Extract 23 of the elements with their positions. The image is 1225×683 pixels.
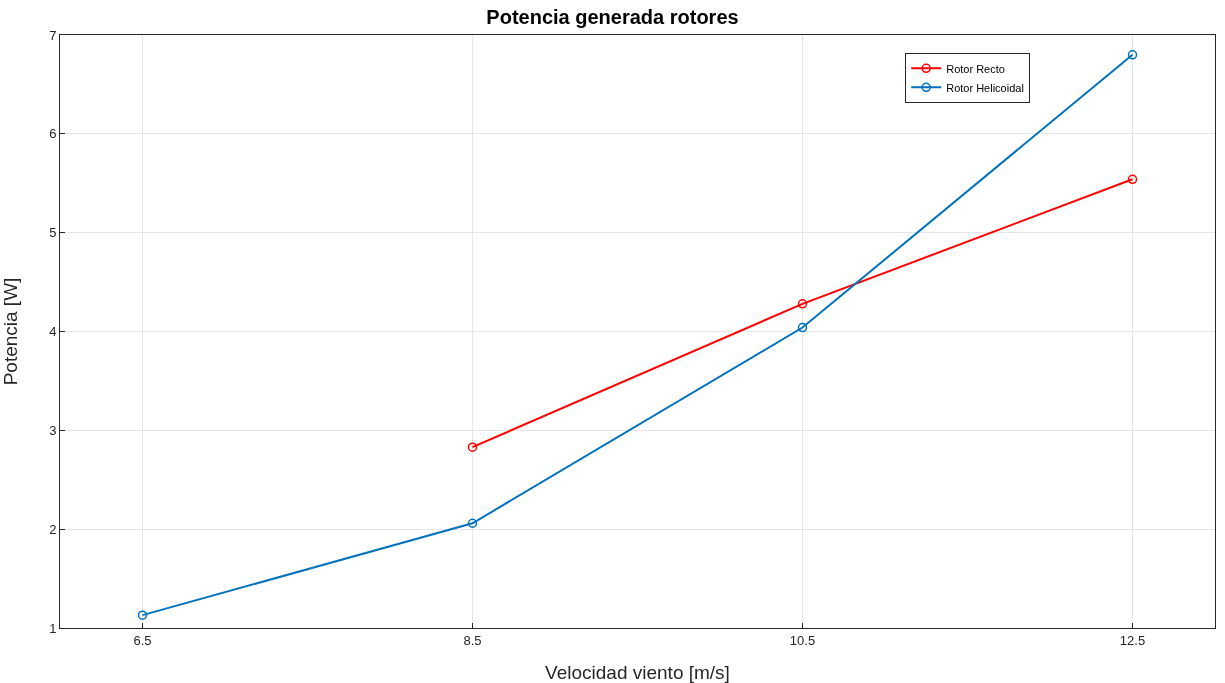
y-tick-label: 5 <box>49 225 57 241</box>
y-tick-label: 4 <box>49 324 57 340</box>
x-tick-label: 8.5 <box>463 632 482 648</box>
x-tick-label: 12.5 <box>1119 632 1146 648</box>
y-tick-label: 1 <box>49 620 57 636</box>
y-tick-label: 7 <box>49 27 57 43</box>
y-axis-title: Potencia [W] <box>0 277 21 386</box>
point <box>1127 174 1138 185</box>
y-tick-label: 2 <box>49 521 57 537</box>
point <box>797 322 808 333</box>
chart-title: Potencia generada rotores <box>486 6 739 29</box>
point <box>1127 50 1138 60</box>
point <box>467 518 478 528</box>
legend-label: Rotor Helicoidal <box>946 81 1024 94</box>
y-tick-label: 6 <box>49 126 57 142</box>
x-tick-label: 10.5 <box>789 632 816 648</box>
point <box>797 299 808 309</box>
legend-label: Rotor Recto <box>946 62 1005 75</box>
x-tick-label: 6.5 <box>133 632 152 648</box>
point <box>137 610 148 620</box>
y-tick-label: 3 <box>49 422 57 438</box>
point <box>467 442 478 452</box>
x-axis-title: Velocidad viento [m/s] <box>545 662 730 683</box>
